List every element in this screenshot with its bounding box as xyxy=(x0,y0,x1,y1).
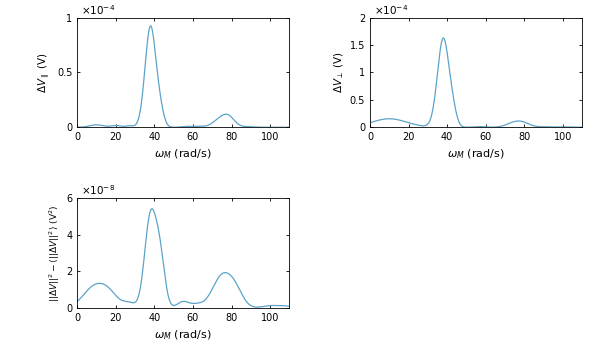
Text: $\times 10^{-4}$: $\times 10^{-4}$ xyxy=(374,3,409,17)
X-axis label: $\omega_M$ (rad/s): $\omega_M$ (rad/s) xyxy=(154,148,212,161)
X-axis label: $\omega_M$ (rad/s): $\omega_M$ (rad/s) xyxy=(447,148,505,161)
Y-axis label: $||\Delta V||^2 - \langle||\Delta V||^2\rangle$ (V$^2$): $||\Delta V||^2 - \langle||\Delta V||^2\… xyxy=(48,205,62,302)
X-axis label: $\omega_M$ (rad/s): $\omega_M$ (rad/s) xyxy=(154,329,212,342)
Y-axis label: $\Delta V_\parallel$ (V): $\Delta V_\parallel$ (V) xyxy=(37,52,53,93)
Text: $\times 10^{-4}$: $\times 10^{-4}$ xyxy=(81,3,116,17)
Text: $\times 10^{-8}$: $\times 10^{-8}$ xyxy=(81,183,116,197)
Y-axis label: $\Delta V_\perp$ (V): $\Delta V_\perp$ (V) xyxy=(332,52,346,93)
